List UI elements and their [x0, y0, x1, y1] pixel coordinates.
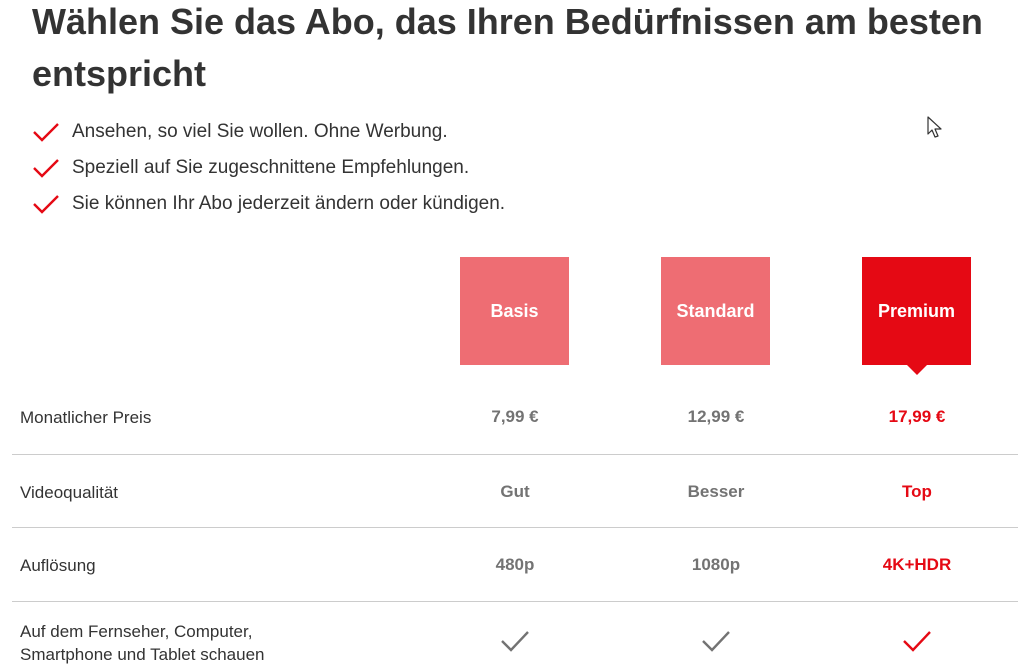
row-divider	[12, 454, 1018, 455]
benefits-list: Ansehen, so viel Sie wollen. Ohne Werbun…	[32, 114, 505, 222]
benefit-item: Speziell auf Sie zugeschnittene Empfehlu…	[32, 150, 505, 186]
benefit-item: Sie können Ihr Abo jederzeit ändern oder…	[32, 186, 505, 222]
resolution-premium: 4K+HDR	[882, 555, 952, 574]
benefit-text: Speziell auf Sie zugeschnittene Empfehlu…	[72, 157, 470, 178]
quality-basis: Gut	[500, 482, 530, 501]
plan-premium-button[interactable]: Premium	[862, 257, 971, 375]
mouse-cursor-icon	[926, 116, 944, 140]
benefit-text: Sie können Ihr Abo jederzeit ändern oder…	[72, 193, 506, 214]
row-label-devices: Auf dem Fernseher, Computer, Smartphone …	[20, 622, 265, 664]
quality-premium: Top	[902, 482, 932, 501]
row-label-video-quality: Videoqualität	[20, 483, 118, 502]
row-label-resolution: Auflösung	[20, 556, 96, 575]
check-icon	[837, 630, 997, 652]
benefit-item: Ansehen, so viel Sie wollen. Ohne Werbun…	[32, 114, 505, 150]
plan-standard-button[interactable]: Standard	[661, 257, 770, 365]
price-standard: 12,99 €	[687, 407, 745, 426]
check-icon	[32, 194, 60, 214]
check-icon	[636, 630, 796, 652]
check-icon	[435, 630, 595, 652]
resolution-basis: 480p	[495, 555, 535, 574]
benefit-text: Ansehen, so viel Sie wollen. Ohne Werbun…	[72, 121, 448, 142]
plan-basis-button[interactable]: Basis	[460, 257, 569, 365]
quality-standard: Besser	[687, 482, 745, 501]
price-premium: 17,99 €	[888, 407, 946, 426]
price-basis: 7,99 €	[491, 407, 539, 426]
check-icon	[32, 158, 60, 178]
row-divider	[12, 601, 1018, 602]
resolution-standard: 1080p	[691, 555, 741, 574]
page-title: Wählen Sie das Abo, das Ihren Bedürfniss…	[32, 1, 983, 94]
row-label-price: Monatlicher Preis	[20, 408, 152, 427]
check-icon	[32, 122, 60, 142]
row-divider	[12, 527, 1018, 528]
